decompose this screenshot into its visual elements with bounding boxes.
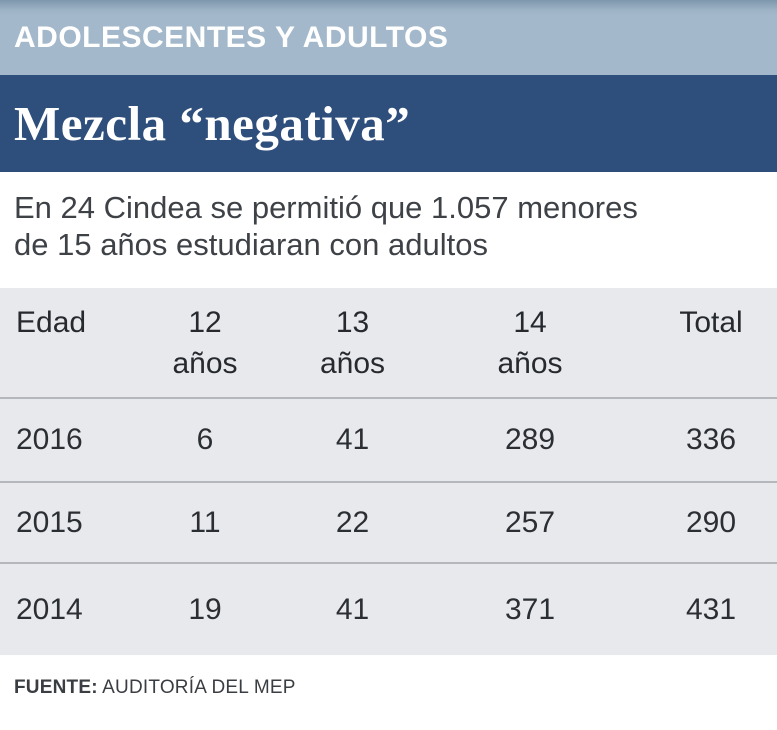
column-header-12-anos: 12 años: [120, 302, 290, 384]
kicker-label: ADOLESCENTES Y ADULTOS: [14, 20, 449, 54]
source-value: AUDITORÍA DEL MEP: [102, 677, 296, 698]
title-band: Mezcla “negativa”: [0, 75, 777, 172]
column-header-14-number: 14: [513, 306, 547, 339]
column-header-14-word: años: [497, 347, 563, 380]
subtitle-line-1: En 24 Cindea se permitió que 1.057 menor…: [14, 190, 638, 225]
column-header-12-word: años: [172, 347, 238, 380]
source-line: FUENTE: AUDITORÍA DEL MEP: [0, 655, 777, 730]
column-header-12-number: 12: [188, 306, 222, 339]
cell-total: 336: [685, 423, 737, 456]
cell-age14: 289: [504, 423, 556, 456]
cell-year: 2016: [16, 423, 83, 456]
table-row-2015: 2015 11 22 257 290: [0, 481, 777, 562]
column-header-edad: Edad: [16, 306, 87, 339]
column-header-13-anos: 13 años: [290, 302, 415, 384]
cell-age12: 11: [189, 505, 221, 539]
cell-age13: 22: [335, 505, 370, 539]
column-header-14-anos: 14 años: [415, 302, 645, 384]
cell-age13: 41: [335, 423, 370, 456]
page-title: Mezcla “negativa”: [14, 96, 411, 151]
source-label: FUENTE:: [14, 677, 98, 698]
subtitle: En 24 Cindea se permitió que 1.057 menor…: [0, 172, 777, 288]
column-header-13-number: 13: [335, 306, 370, 339]
cell-year: 2014: [16, 592, 83, 626]
kicker-band: ADOLESCENTES Y ADULTOS: [0, 0, 777, 75]
table-row-2016: 2016 6 41 289 336: [0, 397, 777, 481]
cell-age12: 19: [188, 592, 222, 626]
cell-age14: 371: [504, 592, 556, 626]
column-header-total: Total: [679, 306, 743, 339]
cell-total: 290: [685, 505, 737, 539]
cell-age13: 41: [335, 592, 370, 626]
cell-age14: 257: [504, 505, 556, 539]
cell-year: 2015: [16, 505, 83, 539]
table-row-2014: 2014 19 41 371 431: [0, 562, 777, 655]
cell-age12: 6: [196, 423, 214, 456]
subtitle-line-2: de 15 años estudiaran con adultos: [14, 227, 488, 262]
table-header-row: Edad 12 años 13 años 14 años Total: [0, 288, 777, 397]
data-table: Edad 12 años 13 años 14 años Total 2016 …: [0, 288, 777, 655]
cell-total: 431: [685, 592, 737, 626]
column-header-13-word: años: [319, 347, 386, 380]
